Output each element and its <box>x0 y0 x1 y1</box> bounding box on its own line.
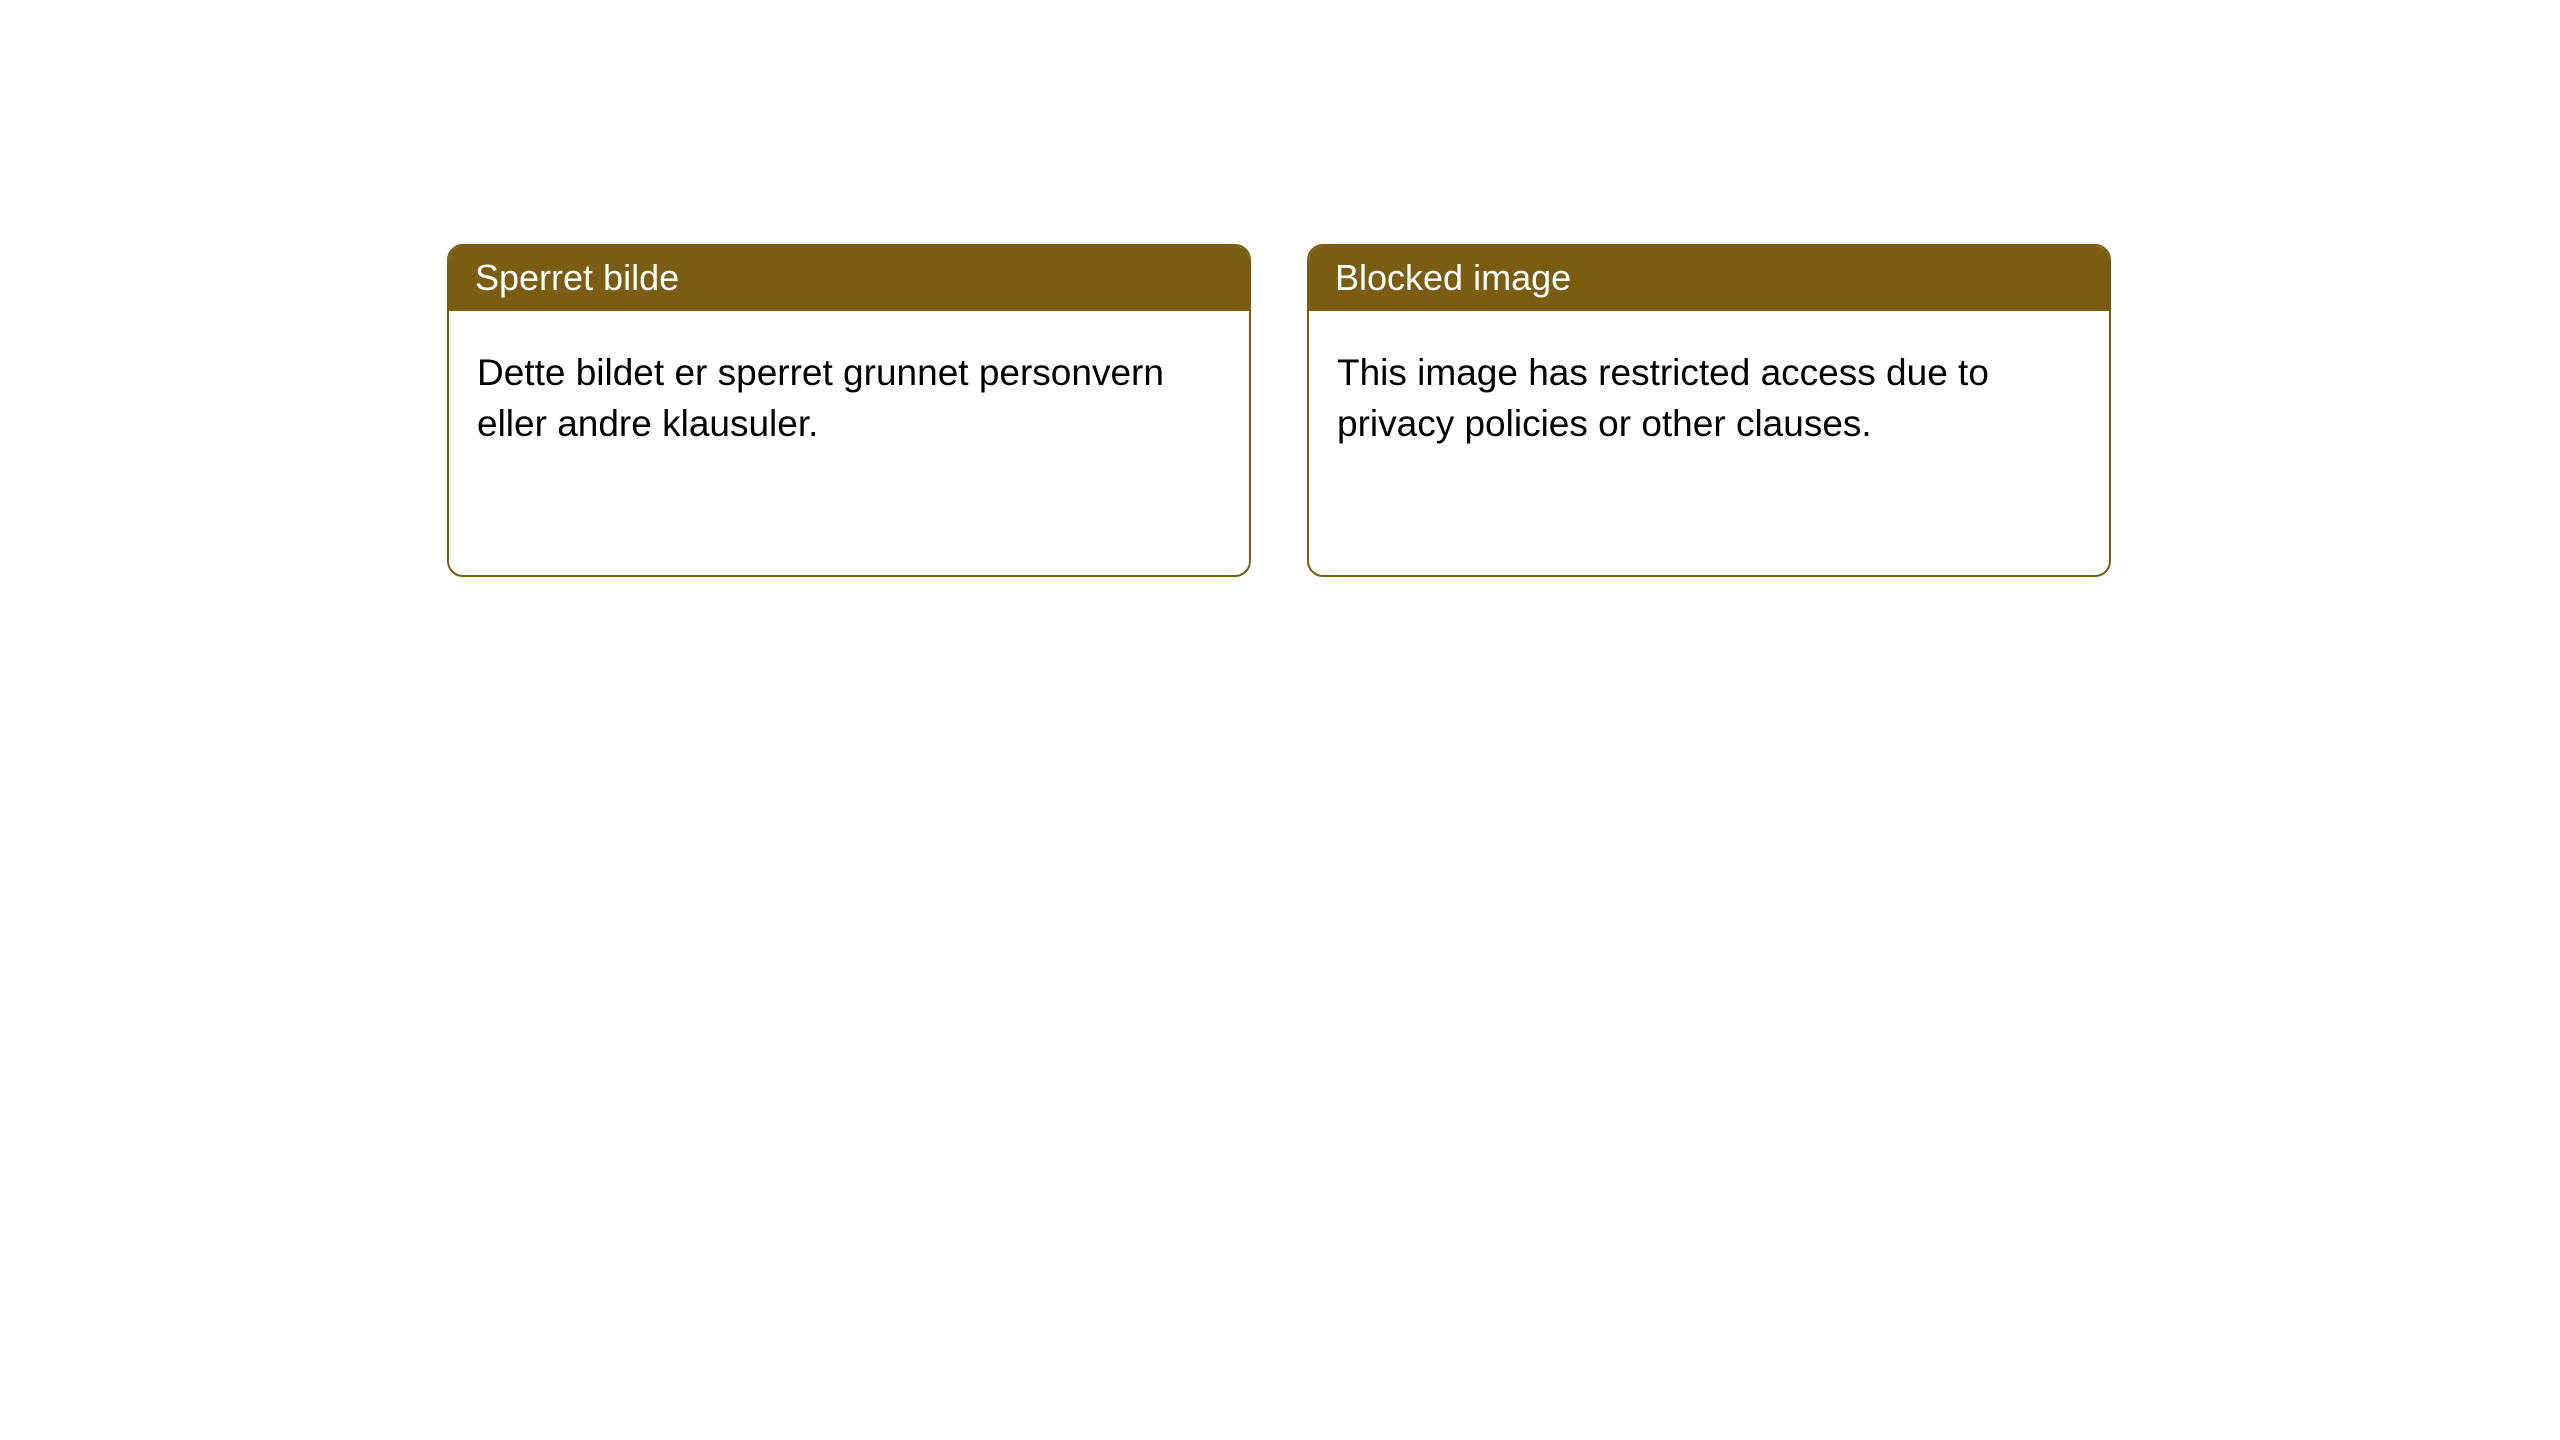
notice-header: Blocked image <box>1309 246 2109 311</box>
notice-card-english: Blocked image This image has restricted … <box>1307 244 2111 577</box>
notice-body: This image has restricted access due to … <box>1309 311 2109 485</box>
notice-body: Dette bildet er sperret grunnet personve… <box>449 311 1249 485</box>
notice-message: Dette bildet er sperret grunnet personve… <box>477 352 1164 444</box>
notice-message: This image has restricted access due to … <box>1337 352 1989 444</box>
notice-header: Sperret bilde <box>449 246 1249 311</box>
notice-container: Sperret bilde Dette bildet er sperret gr… <box>0 0 2560 577</box>
notice-title: Sperret bilde <box>475 257 679 298</box>
notice-title: Blocked image <box>1335 257 1571 298</box>
notice-card-norwegian: Sperret bilde Dette bildet er sperret gr… <box>447 244 1251 577</box>
